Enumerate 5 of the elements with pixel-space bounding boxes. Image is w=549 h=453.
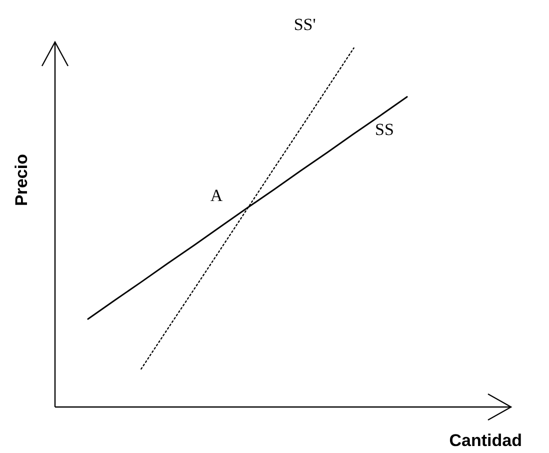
x-axis-title: Cantidad [449, 431, 522, 450]
series-label: SS [375, 120, 394, 139]
annotation: A [210, 186, 224, 206]
y-axis-title: Precio [12, 154, 31, 206]
text: SS' [294, 15, 316, 34]
